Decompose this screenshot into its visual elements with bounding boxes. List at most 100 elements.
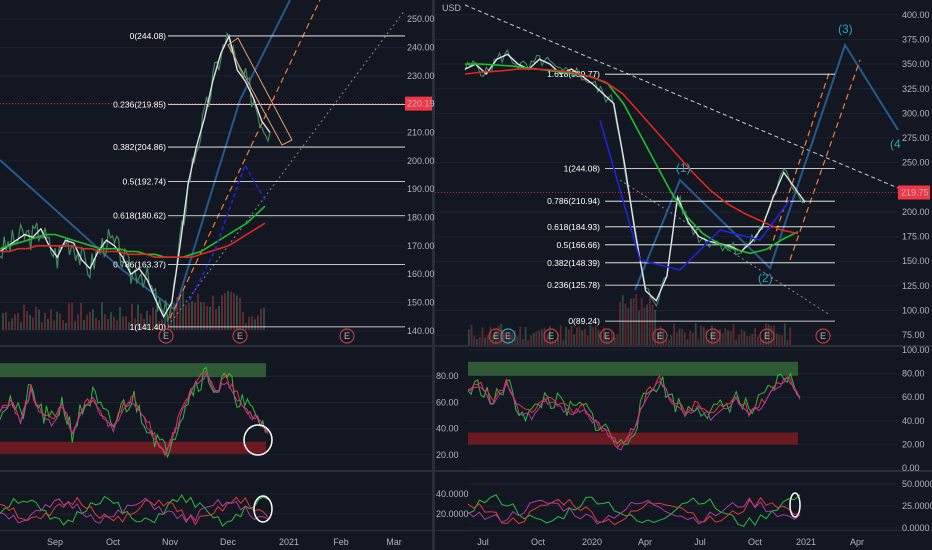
volume-bar bbox=[218, 306, 220, 330]
volume-bar bbox=[727, 330, 729, 345]
volume-bar bbox=[233, 293, 235, 330]
volume-bar bbox=[254, 319, 256, 330]
volume-bar bbox=[684, 332, 686, 345]
volume-bar bbox=[516, 336, 519, 345]
trend-line bbox=[169, 0, 321, 319]
volume-bar bbox=[608, 337, 611, 345]
earnings-label: E bbox=[505, 331, 511, 341]
volume-bar bbox=[221, 295, 223, 330]
volume-bar bbox=[729, 330, 732, 345]
x-tick-label: Apr bbox=[850, 537, 864, 547]
volume-bar bbox=[789, 327, 792, 345]
volume-bar bbox=[65, 322, 67, 330]
x-tick-label: 2020 bbox=[582, 537, 602, 547]
volume-bar bbox=[756, 336, 759, 345]
volume-bar bbox=[116, 320, 118, 330]
volume-bar bbox=[227, 290, 229, 330]
y-tick-label: 210.00 bbox=[407, 128, 435, 138]
volume-bar bbox=[751, 333, 754, 345]
volume-bar bbox=[212, 295, 214, 330]
right-price-pane[interactable]: 75.00 100.00 125.00 150.00 175.00 200.00 250.0… bbox=[435, 4, 930, 345]
y-tick-label: 100.00 bbox=[902, 345, 930, 355]
left-price-pane[interactable]: 140.00 150.00 160.00 170.00 180.00 190.00 200.… bbox=[0, 0, 435, 344]
ma-green-line bbox=[465, 63, 799, 255]
volume-bar bbox=[104, 314, 106, 330]
y-tick-label: 300.00 bbox=[902, 108, 930, 118]
volume-bar bbox=[662, 330, 665, 345]
oversold-zone bbox=[468, 432, 798, 445]
wave-line bbox=[634, 42, 899, 291]
y-tick-label: 125.00 bbox=[902, 281, 930, 291]
volume-bar bbox=[557, 333, 559, 345]
volume-bar bbox=[643, 307, 646, 345]
y-tick-label: 20.00 bbox=[902, 439, 925, 449]
volume-bar bbox=[11, 318, 13, 330]
volume-bar bbox=[584, 328, 586, 345]
volume-bar bbox=[621, 295, 624, 345]
volume-bar bbox=[783, 323, 786, 345]
volume-bar bbox=[119, 306, 121, 330]
volume-bar bbox=[158, 321, 160, 330]
trend-line bbox=[164, 9, 406, 331]
volume-bar bbox=[657, 332, 659, 345]
volume-bar bbox=[778, 334, 781, 345]
fib-level-label: 0.382(204.86) bbox=[113, 142, 166, 152]
volume-bar bbox=[635, 294, 638, 345]
fib-level-label: 0.5(166.66) bbox=[557, 240, 601, 250]
volume-bar bbox=[716, 330, 719, 345]
right-oscillator-pane[interactable]: 0.0000 25.0000 50.0000 bbox=[467, 479, 932, 533]
left-oscillator-pane[interactable]: 20.0000 40.0000 bbox=[0, 489, 469, 527]
y-tick-label: 40.00 bbox=[902, 416, 925, 426]
volume-bar bbox=[140, 313, 142, 330]
volume-bar bbox=[640, 298, 643, 345]
volume-bar bbox=[489, 326, 492, 345]
y-tick-label: 375.00 bbox=[902, 34, 930, 44]
y-tick-label: 20.0000 bbox=[436, 509, 469, 519]
earnings-label: E bbox=[604, 331, 610, 341]
volume-bar bbox=[47, 318, 49, 330]
osc-purple-line bbox=[0, 497, 269, 524]
y-tick-label: 325.00 bbox=[902, 84, 930, 94]
volume-bar bbox=[565, 326, 567, 345]
volume-bar bbox=[32, 317, 34, 330]
volume-bar bbox=[697, 339, 700, 345]
volume-bar bbox=[161, 319, 163, 330]
volume-bar bbox=[242, 311, 244, 330]
volume-bar bbox=[578, 326, 581, 345]
volume-bar bbox=[239, 297, 241, 330]
earnings-label: E bbox=[163, 331, 169, 341]
earnings-marker bbox=[705, 328, 721, 344]
volume-bar bbox=[673, 323, 675, 345]
volume-bar bbox=[659, 325, 662, 345]
volume-bar bbox=[711, 325, 713, 345]
volume-bar bbox=[215, 309, 217, 330]
volume-bar bbox=[59, 313, 61, 330]
volume-bar bbox=[86, 314, 88, 330]
osc-purple-line bbox=[467, 497, 801, 525]
volume-bar bbox=[619, 301, 621, 345]
volume-bar bbox=[611, 331, 613, 345]
volume-bar bbox=[113, 316, 115, 330]
volume-bar bbox=[230, 291, 232, 330]
right-rsi-pane[interactable]: 0.00 20.00 40.00 60.00 80.00 100.00 bbox=[467, 345, 930, 473]
volume-bar bbox=[538, 330, 540, 345]
volume-bar bbox=[670, 335, 673, 345]
volume-bar bbox=[470, 324, 473, 345]
y-tick-label: 250.00 bbox=[407, 14, 435, 24]
wave-label: (3) bbox=[838, 22, 853, 36]
left-rsi-pane[interactable]: 20.00 40.00 60.00 80.00 bbox=[0, 363, 459, 460]
channel-box bbox=[227, 37, 293, 146]
earnings-marker bbox=[652, 328, 668, 344]
volume-bar bbox=[508, 332, 511, 345]
volume-bar bbox=[754, 328, 756, 345]
rsi-purple-line bbox=[467, 377, 801, 451]
earnings-marker bbox=[500, 328, 516, 344]
y-tick-label: 400.00 bbox=[902, 10, 930, 20]
volume-bar bbox=[191, 301, 193, 330]
osc-green-line bbox=[467, 494, 801, 527]
volume-bar bbox=[759, 340, 762, 345]
volume-bar bbox=[182, 290, 184, 330]
volume-bar bbox=[597, 329, 600, 345]
volume-bar bbox=[486, 335, 489, 345]
